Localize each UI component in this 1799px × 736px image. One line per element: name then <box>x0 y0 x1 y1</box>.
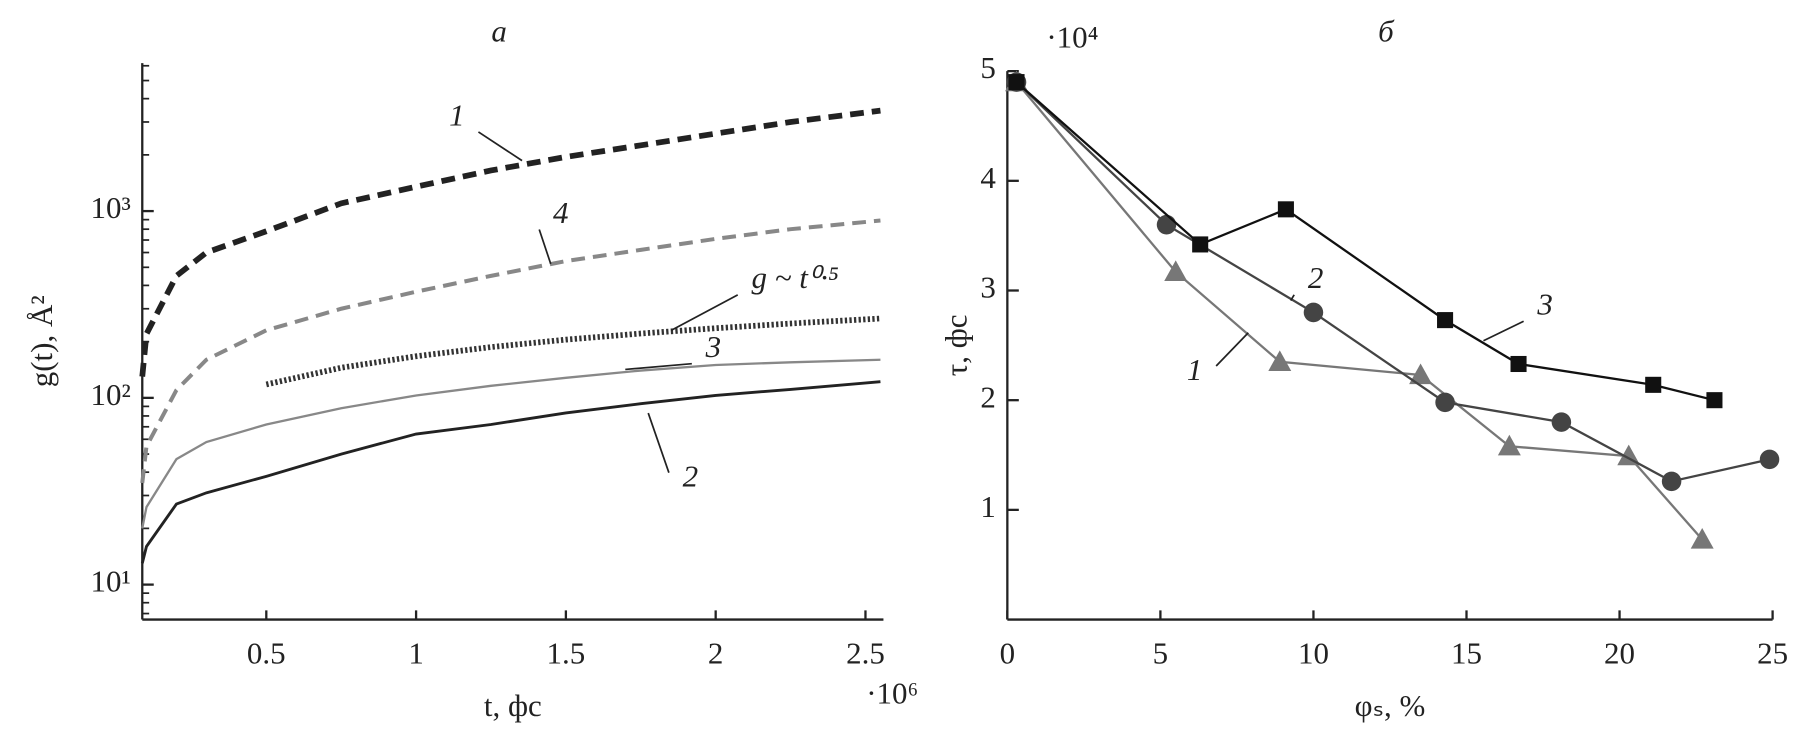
series-line <box>141 358 881 529</box>
y-tick-label: 1 <box>980 489 995 524</box>
x-tick-label: 1 <box>408 635 423 670</box>
y-multiplier: ·10⁴ <box>1046 19 1098 54</box>
x-tick-label: 15 <box>1451 635 1482 670</box>
series-label: 3 <box>705 329 721 364</box>
marker <box>1156 214 1177 235</box>
series-line <box>265 315 881 388</box>
series-label: 2 <box>683 459 698 494</box>
series-line <box>140 218 881 484</box>
x-tick-label: 0 <box>1000 635 1015 670</box>
series-label: 3 <box>1536 287 1552 322</box>
series-label: g ~ t⁰·⁵ <box>751 260 838 295</box>
marker <box>1661 471 1682 492</box>
panel-title: б <box>1378 14 1395 49</box>
marker <box>1435 392 1455 413</box>
marker <box>1192 236 1209 253</box>
x-tick-label: 2.5 <box>846 635 885 670</box>
label-leader <box>1215 332 1249 367</box>
x-axis-label: φₛ, % <box>1355 688 1426 723</box>
x-tick-label: 1.5 <box>547 635 586 670</box>
series-label: 1 <box>1187 352 1202 387</box>
y-tick-label: 10¹ <box>91 564 131 599</box>
series-label: 1 <box>449 97 464 132</box>
label-leader <box>538 229 552 265</box>
marker <box>1645 376 1662 393</box>
y-axis-label: g(t), Å² <box>24 295 59 387</box>
x-tick-label: 5 <box>1153 635 1168 670</box>
marker <box>1268 350 1292 371</box>
marker <box>1409 363 1433 385</box>
label-leader <box>647 412 670 473</box>
label-leader <box>1289 294 1295 302</box>
panel-title: а <box>491 14 506 49</box>
x-axis-label: t, фс <box>484 688 542 723</box>
marker <box>1303 302 1324 323</box>
y-tick-label: 10³ <box>91 190 131 225</box>
marker <box>1277 201 1294 218</box>
label-leader <box>670 294 739 332</box>
label-leader <box>477 131 523 162</box>
marker <box>1008 74 1025 91</box>
series-line <box>1015 81 1715 402</box>
y-tick-label: 3 <box>980 270 995 305</box>
series-line <box>140 380 881 564</box>
series-label: 4 <box>553 195 568 230</box>
x-tick-label: 2 <box>708 635 723 670</box>
y-tick-label: 5 <box>980 50 995 85</box>
y-axis-label: τ, фс <box>938 314 973 376</box>
y-tick-label: 10² <box>91 377 131 412</box>
marker <box>1437 312 1454 329</box>
marker <box>1706 392 1723 409</box>
label-leader <box>625 362 692 371</box>
x-tick-label: 20 <box>1604 635 1635 670</box>
marker <box>1690 528 1714 549</box>
y-tick-label: 4 <box>980 160 995 195</box>
marker <box>1510 355 1527 373</box>
x-tick-label: 0.5 <box>247 635 286 670</box>
series-label: 2 <box>1308 260 1323 295</box>
x-tick-label: 10 <box>1298 635 1329 670</box>
x-multiplier: ·10⁶ <box>866 676 918 711</box>
label-leader <box>1483 320 1525 342</box>
y-tick-label: 2 <box>980 379 995 414</box>
series-line <box>1015 81 1704 541</box>
marker <box>1759 449 1780 470</box>
marker <box>1497 434 1521 456</box>
marker <box>1164 260 1188 282</box>
series-line <box>139 107 881 377</box>
marker <box>1551 412 1572 432</box>
series-line <box>1015 81 1770 483</box>
x-tick-label: 25 <box>1757 635 1788 670</box>
